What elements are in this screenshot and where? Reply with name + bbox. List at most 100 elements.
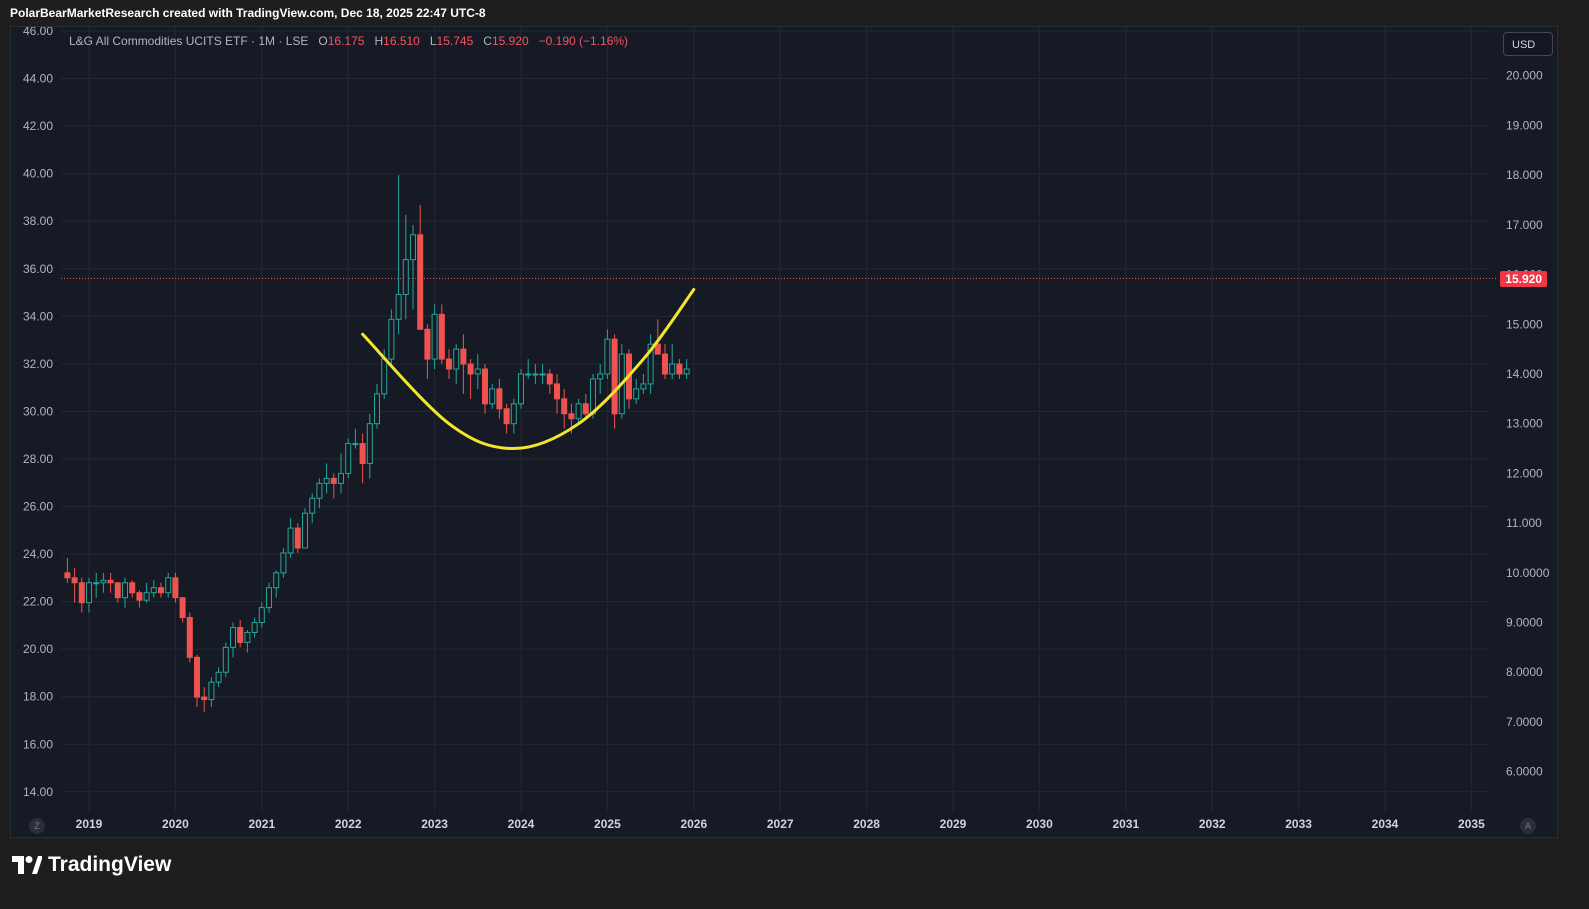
candle-down[interactable]	[676, 359, 683, 379]
candle-body	[208, 681, 215, 701]
candle-up[interactable]	[683, 359, 690, 379]
candle-up[interactable]	[489, 383, 496, 409]
candle-up[interactable]	[410, 224, 416, 310]
candle-up[interactable]	[323, 463, 330, 494]
candle-down[interactable]	[446, 349, 452, 379]
candle-down[interactable]	[237, 620, 244, 648]
candle-up[interactable]	[258, 602, 265, 628]
candle-down[interactable]	[294, 523, 301, 553]
candle-up[interactable]	[86, 577, 92, 613]
candle-down[interactable]	[71, 567, 78, 603]
candle-down[interactable]	[467, 359, 474, 399]
candle-up[interactable]	[93, 572, 100, 598]
candle-down[interactable]	[158, 582, 164, 598]
candle-up[interactable]	[539, 364, 546, 384]
candle-up[interactable]	[215, 667, 222, 688]
candle-down[interactable]	[136, 590, 143, 608]
candle-up[interactable]	[266, 582, 272, 613]
candle-up[interactable]	[316, 478, 323, 509]
candle-up[interactable]	[388, 309, 395, 365]
candle-up[interactable]	[345, 438, 352, 479]
candle-up[interactable]	[510, 398, 517, 434]
candle-down[interactable]	[172, 572, 179, 603]
candle-up[interactable]	[230, 622, 236, 658]
close-label: C	[483, 34, 492, 48]
candle-up[interactable]	[402, 214, 409, 320]
candle-up[interactable]	[575, 398, 582, 424]
candle-up[interactable]	[669, 344, 676, 379]
candle-up[interactable]	[640, 373, 647, 394]
candle-up[interactable]	[302, 508, 308, 549]
candle-up[interactable]	[532, 364, 539, 384]
candle-up[interactable]	[352, 428, 359, 449]
candle-down[interactable]	[107, 572, 114, 593]
candle-body	[143, 592, 150, 601]
candle-down[interactable]	[424, 324, 431, 379]
candle-up[interactable]	[633, 378, 640, 404]
candle-down[interactable]	[64, 557, 71, 583]
candle-down[interactable]	[129, 580, 136, 598]
candle-up[interactable]	[453, 344, 460, 384]
candlestick-chart[interactable]: 46.00 44.00 42.00 40.00 38.00 36.00 34.00 32.00…	[11, 27, 1557, 837]
candle-body	[273, 572, 280, 589]
candle-up[interactable]	[280, 547, 287, 578]
candle-up[interactable]	[338, 453, 344, 494]
candle-up[interactable]	[431, 304, 438, 370]
candle-down[interactable]	[662, 344, 668, 379]
candle-body	[518, 373, 524, 405]
candle-up[interactable]	[222, 642, 229, 678]
chart-panel[interactable]: 46.00 44.00 42.00 40.00 38.00 36.00 34.00 32.00…	[10, 26, 1558, 838]
candle-up[interactable]	[273, 570, 280, 598]
candle-up[interactable]	[251, 617, 258, 638]
candle-down[interactable]	[496, 378, 503, 419]
currency-button[interactable]: USD	[1503, 32, 1553, 56]
candle-body	[431, 313, 438, 360]
candle-down[interactable]	[417, 204, 424, 330]
candle-down[interactable]	[114, 582, 121, 603]
candle-down[interactable]	[186, 612, 193, 663]
left-axis-tick-label: 36.00	[23, 262, 53, 276]
candle-up[interactable]	[518, 369, 524, 409]
candle-up[interactable]	[597, 364, 604, 394]
candle-up[interactable]	[647, 334, 654, 394]
candle-up[interactable]	[208, 677, 215, 708]
candle-down[interactable]	[654, 319, 661, 355]
candle-down[interactable]	[201, 687, 208, 713]
candle-up[interactable]	[150, 580, 157, 598]
candle-up[interactable]	[309, 493, 316, 524]
candle-down[interactable]	[503, 403, 510, 434]
auto-scale-right-button[interactable]: A	[1520, 818, 1536, 834]
candle-down[interactable]	[611, 334, 618, 429]
candle-up[interactable]	[604, 329, 611, 379]
candle-up[interactable]	[474, 354, 481, 389]
candle-up[interactable]	[165, 572, 172, 598]
candle-down[interactable]	[330, 473, 337, 499]
left-axis-tick-label: 34.00	[23, 309, 53, 323]
candle-up[interactable]	[374, 383, 380, 429]
candle-up[interactable]	[244, 629, 251, 653]
right-axis-tick-label: 7.0000	[1506, 715, 1543, 729]
candle-down[interactable]	[438, 304, 445, 365]
candle-up[interactable]	[395, 175, 402, 335]
high-value: 16.510	[383, 34, 420, 48]
high-label: H	[374, 34, 384, 48]
candle-down[interactable]	[359, 433, 366, 484]
candle-down[interactable]	[194, 654, 200, 708]
tradingview-logo[interactable]: TradingView	[12, 853, 171, 877]
candle-down[interactable]	[78, 577, 85, 613]
candle-down[interactable]	[546, 369, 553, 394]
candle-up[interactable]	[100, 572, 107, 593]
candle-down[interactable]	[460, 334, 467, 394]
candle-down[interactable]	[582, 393, 589, 419]
candle-up[interactable]	[287, 518, 294, 558]
x-axis-tick-label: 2034	[1372, 817, 1399, 831]
candle-down[interactable]	[561, 388, 568, 429]
candle-up[interactable]	[366, 413, 373, 479]
candle-down[interactable]	[179, 597, 186, 623]
candle-up[interactable]	[122, 577, 128, 608]
auto-scale-left-button[interactable]: Z	[29, 818, 45, 834]
candle-down[interactable]	[554, 373, 560, 414]
candle-up[interactable]	[143, 582, 150, 603]
candle-down[interactable]	[482, 364, 488, 414]
candle-up[interactable]	[525, 359, 532, 379]
